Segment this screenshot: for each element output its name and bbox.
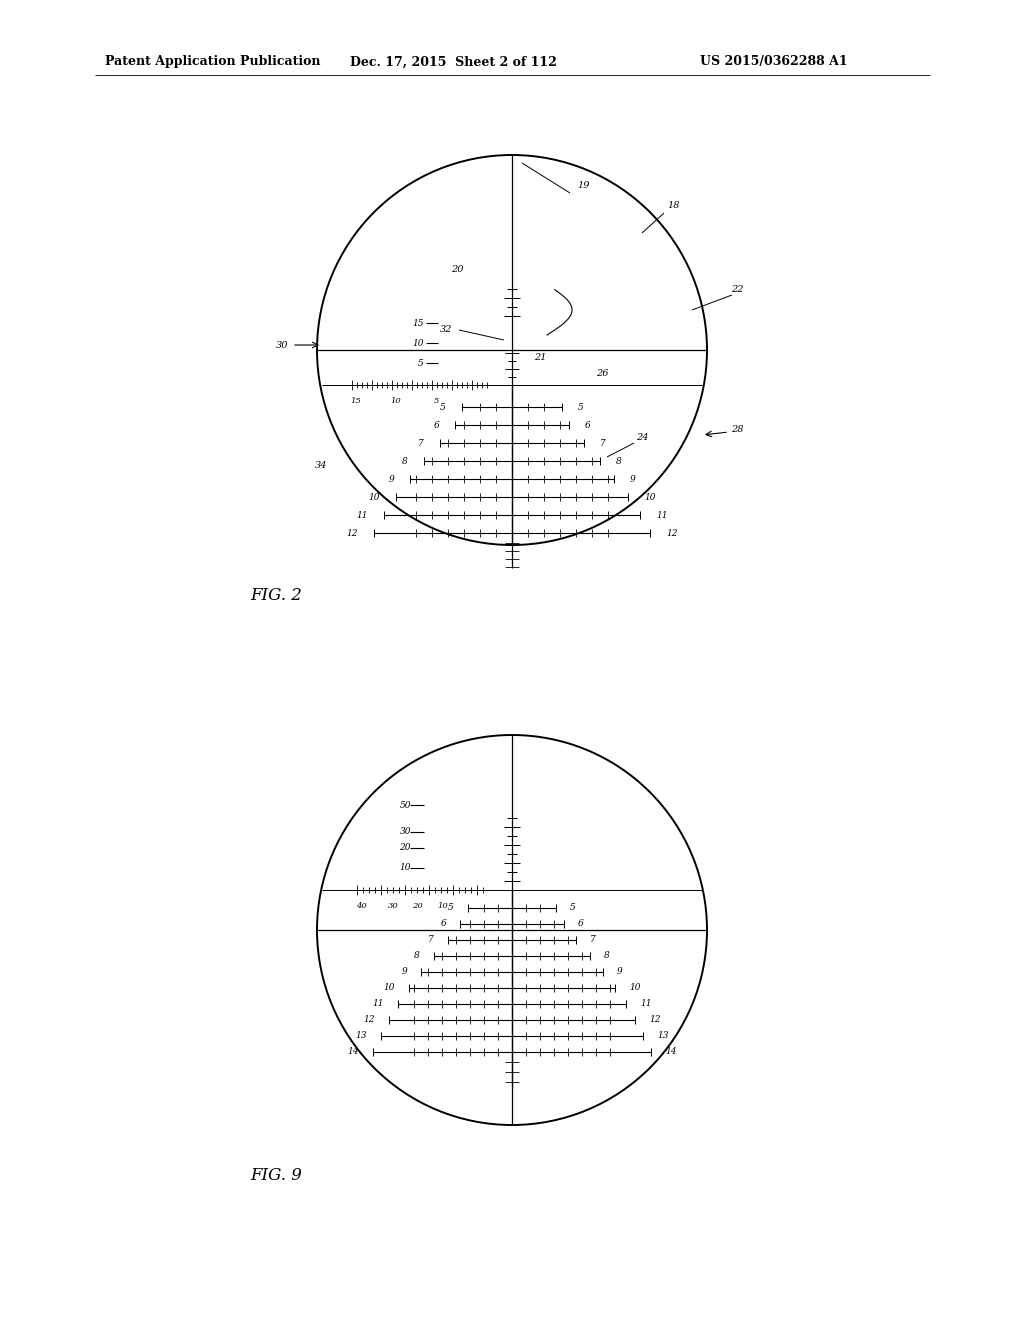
Text: Patent Application Publication: Patent Application Publication (105, 55, 321, 69)
Text: 15: 15 (413, 318, 424, 327)
Text: 10: 10 (644, 492, 655, 502)
Text: 22: 22 (731, 285, 743, 294)
Text: 8: 8 (616, 457, 622, 466)
Text: 20: 20 (399, 843, 411, 853)
Text: 6: 6 (578, 920, 584, 928)
Text: 11: 11 (356, 511, 368, 520)
Text: 12: 12 (649, 1015, 660, 1024)
Text: 6: 6 (433, 421, 439, 429)
Text: 9: 9 (388, 474, 394, 483)
Text: 26: 26 (596, 368, 608, 378)
Text: 8: 8 (604, 952, 609, 961)
Text: 28: 28 (731, 425, 743, 434)
Text: 19: 19 (577, 181, 590, 190)
Text: 20: 20 (451, 265, 463, 275)
Text: 34: 34 (314, 461, 327, 470)
Text: 7: 7 (600, 438, 606, 447)
Text: 12: 12 (666, 528, 678, 537)
Text: 10: 10 (390, 397, 401, 405)
Text: 5: 5 (418, 359, 424, 367)
Text: 20: 20 (412, 902, 422, 909)
Text: 12: 12 (364, 1015, 375, 1024)
Text: 7: 7 (418, 438, 424, 447)
Text: 9: 9 (401, 968, 407, 977)
Text: FIG. 9: FIG. 9 (250, 1167, 302, 1184)
Text: Dec. 17, 2015  Sheet 2 of 112: Dec. 17, 2015 Sheet 2 of 112 (350, 55, 557, 69)
Text: 5: 5 (440, 403, 446, 412)
Text: 11: 11 (373, 999, 384, 1008)
Text: 32: 32 (439, 326, 452, 334)
Text: 18: 18 (667, 201, 680, 210)
Text: 7: 7 (428, 936, 434, 945)
Text: 5: 5 (570, 903, 575, 912)
Text: 11: 11 (640, 999, 651, 1008)
Text: 10: 10 (413, 338, 424, 347)
Text: 7: 7 (590, 936, 596, 945)
Text: 5: 5 (578, 403, 584, 412)
Text: 11: 11 (656, 511, 668, 520)
Text: 30: 30 (275, 341, 288, 350)
Text: 6: 6 (585, 421, 591, 429)
Text: 9: 9 (617, 968, 623, 977)
Text: 8: 8 (415, 952, 420, 961)
Text: 5: 5 (449, 903, 454, 912)
Text: US 2015/0362288 A1: US 2015/0362288 A1 (700, 55, 848, 69)
Text: 10: 10 (629, 983, 640, 993)
Text: 6: 6 (440, 920, 446, 928)
Text: 9: 9 (630, 474, 636, 483)
Text: 12: 12 (346, 528, 358, 537)
Text: 10: 10 (369, 492, 380, 502)
Text: 40: 40 (355, 902, 367, 909)
Text: 30: 30 (399, 828, 411, 837)
Text: 50: 50 (399, 800, 411, 809)
Text: FIG. 2: FIG. 2 (250, 586, 302, 603)
Text: 14: 14 (347, 1048, 359, 1056)
Text: 15: 15 (350, 397, 361, 405)
Text: 14: 14 (665, 1048, 677, 1056)
Text: 8: 8 (402, 457, 408, 466)
Text: 10: 10 (399, 863, 411, 873)
Text: 13: 13 (657, 1031, 669, 1040)
Text: 10: 10 (437, 902, 449, 909)
Text: 24: 24 (636, 433, 648, 441)
Text: 13: 13 (355, 1031, 367, 1040)
Text: 21: 21 (534, 354, 546, 363)
Text: 10: 10 (384, 983, 395, 993)
Text: 30: 30 (388, 902, 398, 909)
Text: 5: 5 (433, 397, 438, 405)
